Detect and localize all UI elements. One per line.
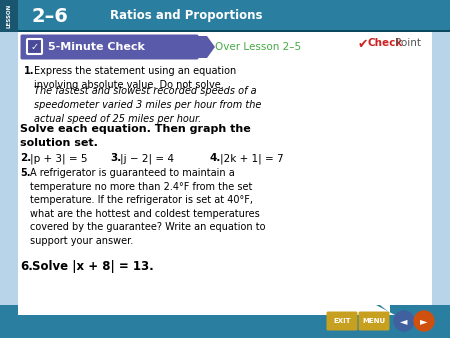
- Text: Over Lesson 2–5: Over Lesson 2–5: [215, 42, 301, 52]
- Text: 5-Minute Check: 5-Minute Check: [48, 42, 145, 52]
- Text: ✓: ✓: [31, 42, 39, 52]
- Bar: [0, 0, 450, 32]
- Text: EXIT: EXIT: [333, 318, 351, 324]
- Bar: [0, 30, 450, 32]
- Text: |j − 2| = 4: |j − 2| = 4: [120, 153, 174, 164]
- Bar: [0, 32, 18, 302]
- Text: |p + 3| = 5: |p + 3| = 5: [30, 153, 87, 164]
- Polygon shape: [18, 305, 395, 315]
- Text: LESSON: LESSON: [6, 4, 12, 28]
- FancyBboxPatch shape: [359, 312, 390, 331]
- Text: Express the statement using an equation
involving absolute value. Do not solve.: Express the statement using an equation …: [34, 66, 236, 90]
- Text: Ratios and Proportions: Ratios and Proportions: [110, 9, 262, 23]
- Circle shape: [394, 311, 414, 331]
- Bar: [0, 305, 450, 338]
- FancyBboxPatch shape: [327, 312, 357, 331]
- Text: Point: Point: [395, 38, 421, 48]
- Text: 1.: 1.: [24, 66, 35, 76]
- Text: 5.: 5.: [20, 168, 31, 178]
- Text: 2.: 2.: [20, 153, 31, 163]
- Text: Solve each equation. Then graph the
solution set.: Solve each equation. Then graph the solu…: [20, 124, 251, 148]
- Text: ✔: ✔: [358, 38, 369, 51]
- Bar: [0, 0, 18, 32]
- Circle shape: [414, 311, 434, 331]
- Text: 2–6: 2–6: [32, 6, 68, 25]
- Text: MENU: MENU: [362, 318, 386, 324]
- Bar: [18, 305, 376, 315]
- FancyBboxPatch shape: [21, 34, 198, 59]
- Text: ◄: ◄: [400, 316, 408, 326]
- Text: 6.: 6.: [20, 260, 33, 273]
- Text: 3.: 3.: [110, 153, 121, 163]
- Text: A refrigerator is guaranteed to maintain a
temperature no more than 2.4°F from t: A refrigerator is guaranteed to maintain…: [30, 168, 265, 246]
- Text: The fastest and slowest recorded speeds of a
speedometer varied 3 miles per hour: The fastest and slowest recorded speeds …: [34, 86, 261, 124]
- Bar: [432, 32, 450, 302]
- Text: ►: ►: [420, 316, 428, 326]
- Bar: [18, 32, 432, 307]
- Text: |2k + 1| = 7: |2k + 1| = 7: [220, 153, 284, 164]
- FancyBboxPatch shape: [27, 39, 42, 54]
- Text: Solve |x + 8| = 13.: Solve |x + 8| = 13.: [32, 260, 154, 273]
- Text: 4.: 4.: [210, 153, 221, 163]
- Polygon shape: [18, 305, 390, 313]
- Polygon shape: [189, 36, 215, 58]
- Text: Check: Check: [368, 38, 403, 48]
